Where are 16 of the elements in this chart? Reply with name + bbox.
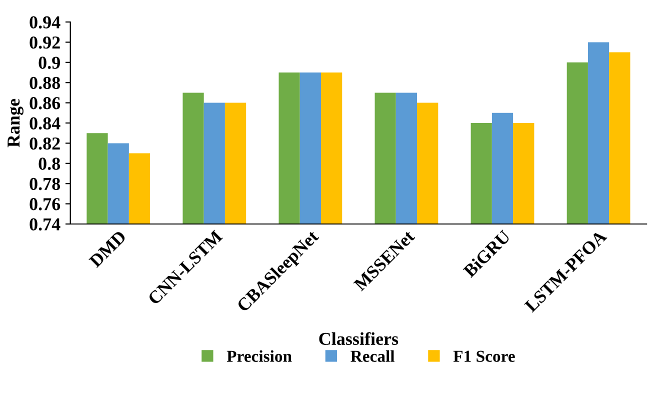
y-tick-label: 0.82 <box>30 137 60 150</box>
y-tick-label: 0.94 <box>30 16 60 29</box>
y-tick-label: 0.9 <box>38 56 60 69</box>
legend-label: F1 Score <box>453 350 515 362</box>
legend-label: Precision <box>226 350 292 362</box>
y-tick-label: 0.76 <box>30 198 60 210</box>
y-tick-label: 0.84 <box>30 117 60 130</box>
y-tick-label: 0.74 <box>30 218 60 231</box>
y-tick-label: 0.8 <box>38 158 60 170</box>
legend-label: Recall <box>350 350 394 362</box>
y-tick-label: 0.86 <box>30 97 60 110</box>
y-tick-label: 0.92 <box>30 36 60 49</box>
x-axis-title: Classifiers <box>319 332 398 345</box>
y-tick-label: 0.88 <box>30 76 60 90</box>
y-axis-title: Range <box>8 98 24 148</box>
y-tick-label: 0.78 <box>30 178 60 190</box>
